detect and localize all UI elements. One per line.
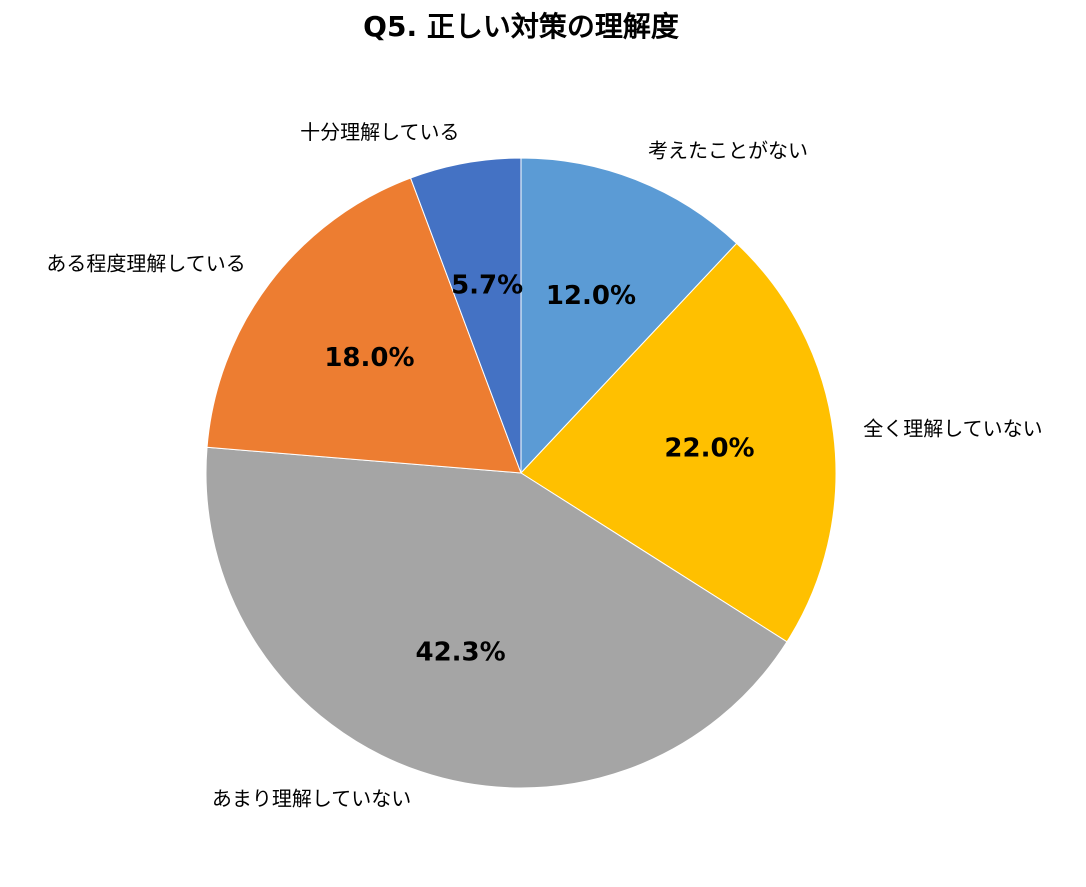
pie-slice [409, 157, 522, 474]
category-label: あまり理解していない [212, 787, 411, 811]
pie-slice [520, 242, 837, 643]
value-label: 5.7% [451, 271, 523, 301]
pie-slice [520, 157, 738, 475]
category-label: ある程度理解している [46, 251, 245, 275]
value-label: 22.0% [664, 434, 754, 464]
category-label: 全く理解していない [863, 416, 1042, 440]
chart-title: Q5. 正しい対策の理解度 [363, 10, 679, 43]
pie-slice [205, 446, 788, 789]
value-label: 18.0% [324, 343, 414, 373]
category-label: 考えたことがない [648, 139, 808, 163]
value-label: 42.3% [415, 638, 505, 668]
value-label: 12.0% [546, 281, 636, 311]
pie-slice [206, 177, 522, 474]
category-label: 十分理解している [300, 120, 459, 144]
